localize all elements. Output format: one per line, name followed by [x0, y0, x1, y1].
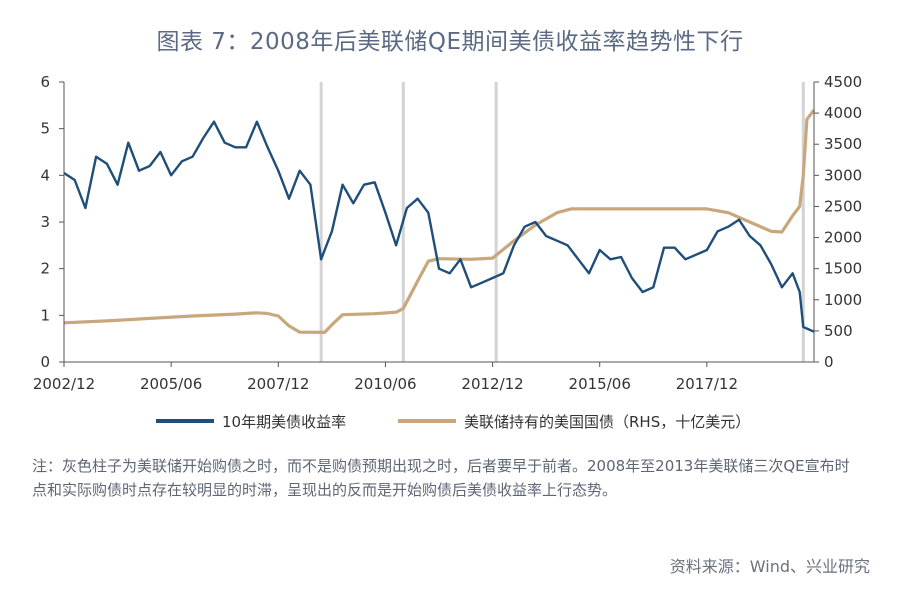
- chart-note: 注：灰色柱子为美联储开始购债之时，而不是购债预期出现之时，后者要早于前者。200…: [32, 457, 850, 499]
- right-tick-label: 3500: [824, 135, 862, 153]
- x-tick-label: 2012/12: [461, 375, 523, 393]
- right-tick-label: 2000: [824, 229, 862, 247]
- x-tick-label: 2005/06: [140, 375, 202, 393]
- qe-start-bar: [319, 82, 323, 362]
- chart-canvas: 0 1 2 3 4 5 6 0 500 1000 1500 2000 2500 3000 3500 4000 4…: [33, 73, 862, 431]
- right-tick-label: 2500: [824, 197, 862, 215]
- legend-label-yield: 10年期美债收益率: [222, 413, 346, 431]
- x-tick-label: 2017/12: [676, 375, 738, 393]
- holdings-line: [63, 109, 816, 334]
- chart-title: 图表 7：2008年后美联储QE期间美债收益率趋势性下行: [156, 29, 744, 55]
- left-tick-label: 5: [40, 120, 50, 138]
- chart-source: 资料来源：Wind、兴业研究: [669, 557, 870, 576]
- qe-start-bar: [801, 82, 805, 362]
- series-lines: [63, 109, 816, 334]
- x-tick-label: 2002/12: [33, 375, 95, 393]
- x-tick-label: 2010/06: [354, 375, 416, 393]
- right-tick-label: 1000: [824, 291, 862, 309]
- left-tick-label: 1: [40, 306, 50, 324]
- qe-markers: [319, 82, 805, 362]
- right-tick-label: 4000: [824, 104, 862, 122]
- yield-line: [63, 120, 815, 333]
- chart-axes: 0 1 2 3 4 5 6 0 500 1000 1500 2000 2500 3000 3500 4000 4…: [33, 73, 862, 393]
- left-tick-label: 6: [40, 73, 50, 91]
- right-tick-label: 500: [824, 322, 853, 340]
- left-tick-label: 2: [40, 260, 50, 278]
- left-tick-label: 3: [40, 213, 50, 231]
- x-tick-label: 2007/12: [247, 375, 309, 393]
- legend-label-holdings: 美联储持有的美国国债（RHS，十亿美元）: [464, 413, 750, 431]
- qe-start-bar: [494, 82, 498, 362]
- chart-legend: 10年期美债收益率 美联储持有的美国国债（RHS，十亿美元）: [156, 413, 750, 431]
- right-tick-label: 4500: [824, 73, 862, 91]
- right-tick-label: 3000: [824, 166, 862, 184]
- x-tick-label: 2015/06: [569, 375, 631, 393]
- right-tick-label: 0: [824, 353, 834, 371]
- left-tick-label: 0: [40, 353, 50, 371]
- right-tick-label: 1500: [824, 260, 862, 278]
- left-tick-label: 4: [40, 166, 50, 184]
